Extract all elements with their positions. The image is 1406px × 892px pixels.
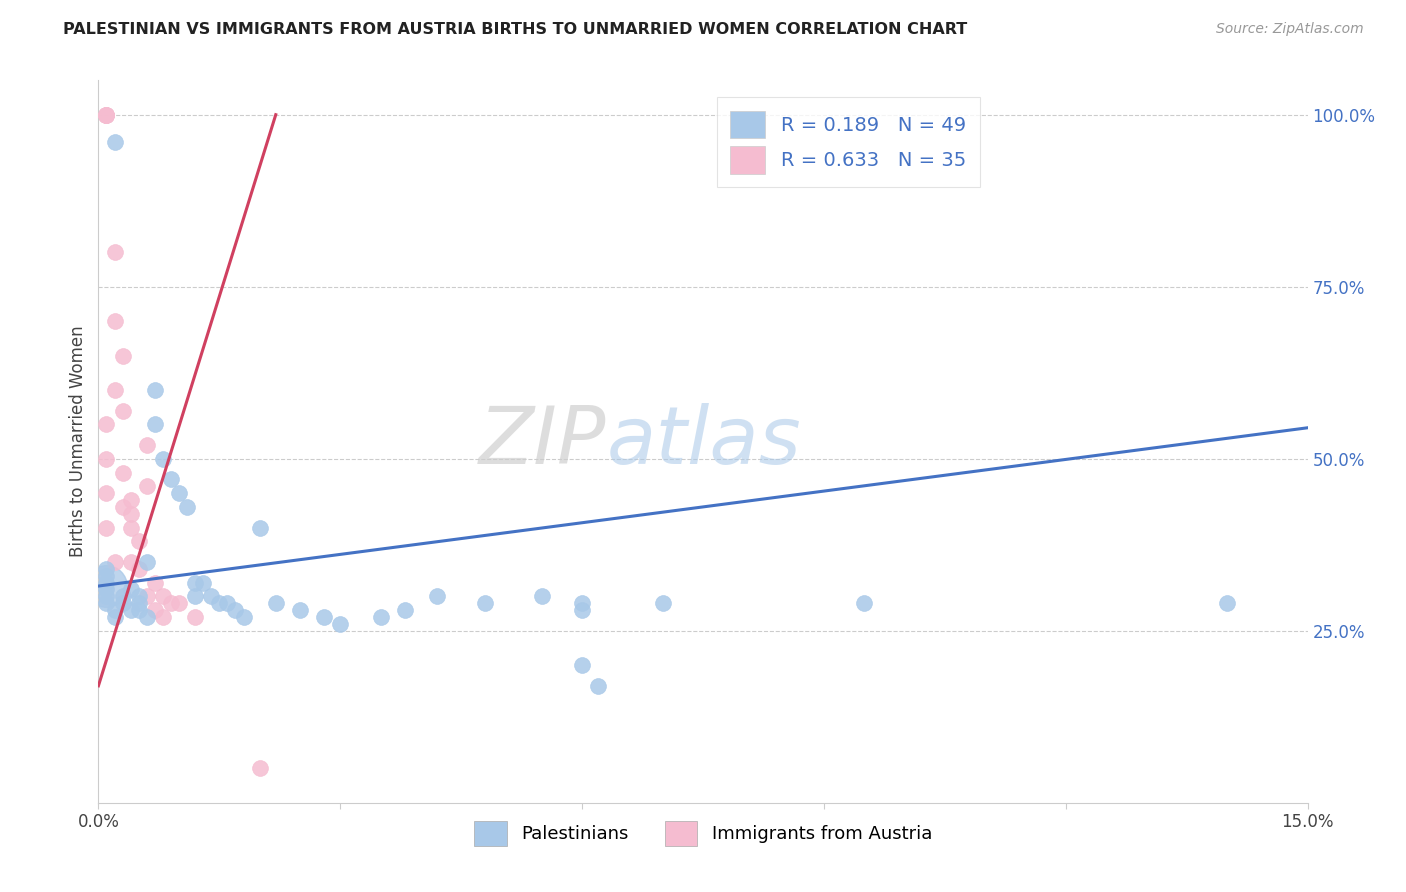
Point bbox=[128, 603, 150, 617]
Point bbox=[96, 451, 118, 466]
Point bbox=[96, 417, 118, 432]
Point bbox=[184, 575, 207, 590]
Point bbox=[103, 610, 125, 624]
Point bbox=[249, 520, 271, 534]
Text: ZIP: ZIP bbox=[479, 402, 606, 481]
Point bbox=[128, 534, 150, 549]
Point bbox=[184, 610, 207, 624]
Point bbox=[135, 438, 157, 452]
Point bbox=[143, 603, 166, 617]
Point bbox=[96, 579, 118, 593]
Point bbox=[217, 596, 239, 610]
Point bbox=[96, 562, 118, 576]
Point bbox=[103, 314, 125, 328]
Point bbox=[143, 417, 166, 432]
Point bbox=[103, 383, 125, 397]
Point bbox=[96, 590, 118, 604]
Point bbox=[288, 603, 311, 617]
Point bbox=[120, 603, 142, 617]
Point bbox=[111, 349, 134, 363]
Point bbox=[103, 135, 125, 149]
Point bbox=[135, 590, 157, 604]
Point bbox=[167, 596, 190, 610]
Point bbox=[571, 658, 593, 673]
Point bbox=[394, 603, 416, 617]
Point bbox=[152, 610, 174, 624]
Point bbox=[264, 596, 287, 610]
Point bbox=[135, 555, 157, 569]
Point bbox=[176, 500, 198, 514]
Point bbox=[96, 486, 118, 500]
Point bbox=[853, 596, 876, 610]
Point bbox=[426, 590, 449, 604]
Point bbox=[1216, 596, 1239, 610]
Point bbox=[111, 403, 134, 417]
Point bbox=[135, 610, 157, 624]
Point bbox=[128, 562, 150, 576]
Point bbox=[208, 596, 231, 610]
Point bbox=[160, 472, 183, 486]
Point bbox=[96, 108, 118, 122]
Point bbox=[193, 575, 215, 590]
Point bbox=[96, 568, 118, 582]
Point bbox=[143, 383, 166, 397]
Point bbox=[120, 555, 142, 569]
Point bbox=[651, 596, 673, 610]
Point bbox=[530, 590, 553, 604]
Point bbox=[103, 603, 125, 617]
Point bbox=[96, 108, 118, 122]
Point bbox=[314, 610, 336, 624]
Point bbox=[96, 596, 118, 610]
Point bbox=[200, 590, 222, 604]
Point bbox=[96, 520, 118, 534]
Point bbox=[160, 596, 183, 610]
Point bbox=[474, 596, 496, 610]
Point bbox=[152, 451, 174, 466]
Point bbox=[232, 610, 254, 624]
Point bbox=[249, 761, 271, 775]
Point bbox=[96, 582, 118, 597]
Point bbox=[120, 493, 142, 508]
Point bbox=[184, 590, 207, 604]
Point bbox=[96, 108, 118, 122]
Point bbox=[120, 507, 142, 521]
Point bbox=[103, 245, 125, 260]
Point bbox=[96, 108, 118, 122]
Point bbox=[120, 582, 142, 597]
Point bbox=[152, 590, 174, 604]
Point bbox=[370, 610, 392, 624]
Point bbox=[96, 108, 118, 122]
Point bbox=[103, 555, 125, 569]
Point bbox=[167, 486, 190, 500]
Point bbox=[120, 520, 142, 534]
Text: Source: ZipAtlas.com: Source: ZipAtlas.com bbox=[1216, 22, 1364, 37]
Text: PALESTINIAN VS IMMIGRANTS FROM AUSTRIA BIRTHS TO UNMARRIED WOMEN CORRELATION CHA: PALESTINIAN VS IMMIGRANTS FROM AUSTRIA B… bbox=[63, 22, 967, 37]
Point bbox=[128, 596, 150, 610]
Point bbox=[143, 575, 166, 590]
Point bbox=[571, 603, 593, 617]
Point bbox=[135, 479, 157, 493]
Point bbox=[96, 575, 118, 590]
Legend: Palestinians, Immigrants from Austria: Palestinians, Immigrants from Austria bbox=[461, 808, 945, 859]
Point bbox=[224, 603, 246, 617]
Y-axis label: Births to Unmarried Women: Births to Unmarried Women bbox=[69, 326, 87, 558]
Point bbox=[96, 108, 118, 122]
Point bbox=[128, 590, 150, 604]
Point bbox=[111, 590, 134, 604]
Text: atlas: atlas bbox=[606, 402, 801, 481]
Point bbox=[586, 679, 609, 693]
Point bbox=[329, 616, 352, 631]
Point bbox=[111, 466, 134, 480]
Point bbox=[571, 596, 593, 610]
Point bbox=[111, 596, 134, 610]
Point bbox=[111, 500, 134, 514]
